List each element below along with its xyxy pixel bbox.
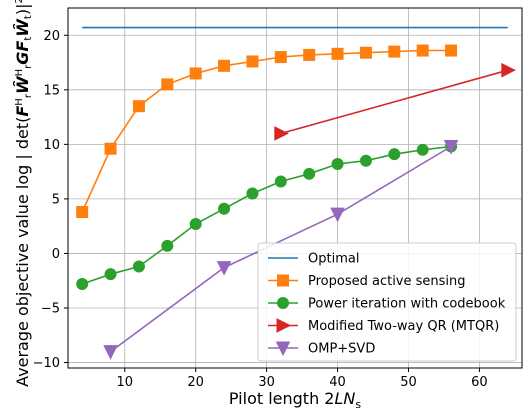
legend-box [257, 242, 517, 362]
y-tick-label: 5 [52, 192, 60, 207]
x-tick-label: 30 [258, 375, 275, 390]
series-modified-two-way-qr-mtqr [274, 62, 516, 141]
data-point [303, 48, 316, 61]
data-point [132, 100, 145, 113]
data-point [416, 44, 429, 57]
y-tick-label: 15 [43, 83, 60, 98]
data-point [443, 140, 459, 155]
data-point [132, 260, 145, 273]
legend-label: Proposed active sensing [308, 274, 466, 289]
ticks: 10 20 30 40 50 60 −10 −5 0 5 10 15 20 [33, 29, 488, 390]
data-point [388, 148, 401, 161]
x-tick-label: 20 [187, 375, 204, 390]
data-point [330, 207, 345, 223]
data-point [388, 45, 401, 58]
y-tick-label: −10 [33, 356, 60, 371]
data-point [331, 47, 344, 60]
legend-swatch-marker [277, 297, 289, 309]
y-tick-label: −5 [41, 302, 60, 317]
x-tick-label: 60 [471, 375, 488, 390]
data-point [303, 167, 316, 180]
legend-label: Modified Two-way QR (MTQR) [308, 319, 499, 334]
data-point [445, 44, 458, 57]
data-point [104, 268, 117, 281]
data-point [331, 158, 344, 170]
y-tick-label: 0 [52, 247, 60, 262]
data-point [189, 218, 202, 230]
data-point [218, 202, 231, 215]
data-point [274, 51, 287, 64]
series-proposed-active-sensing [76, 44, 458, 218]
series-line [280, 69, 509, 135]
x-tick-label: 50 [400, 375, 417, 390]
legend-label: Power iteration with codebook [308, 297, 506, 312]
data-point [189, 67, 202, 80]
data-point [359, 46, 372, 59]
legend-entry: Proposed active sensing [268, 274, 466, 289]
legend-label: OMP+SVD [308, 342, 375, 357]
series-line [110, 145, 452, 353]
series-layer [76, 26, 516, 360]
data-point [246, 55, 259, 68]
legend-swatch-marker [275, 341, 291, 357]
data-point [246, 187, 259, 200]
data-point [359, 154, 372, 167]
legend-entry: Power iteration with codebook [268, 297, 506, 312]
data-point [274, 126, 289, 141]
x-tick-label: 40 [329, 375, 346, 390]
data-point [218, 59, 231, 72]
data-point [216, 261, 232, 276]
y-axis-label: Average objective value log | det(FHrŴHr… [13, 0, 34, 387]
data-point [501, 62, 516, 78]
legend-swatch-marker [276, 318, 292, 333]
series-power-iteration-with-codebook [76, 140, 458, 290]
legend-entry: OMP+SVD [268, 341, 375, 357]
y-tick-label: 10 [43, 138, 60, 153]
x-tick-label: 10 [116, 375, 133, 390]
data-point [103, 345, 118, 360]
data-point [76, 278, 89, 290]
data-point [416, 143, 429, 156]
data-point [76, 206, 89, 218]
legend-swatch-marker [277, 274, 289, 287]
data-point [274, 175, 287, 188]
legend-entry: Optimal [268, 252, 359, 267]
data-point [161, 239, 174, 252]
legend-entry: Modified Two-way QR (MTQR) [268, 318, 499, 334]
legend-label: Optimal [308, 252, 359, 267]
plot-frame [67, 7, 523, 369]
grid [68, 8, 522, 368]
x-axis-label: Pilot length 2LNs [229, 389, 362, 411]
legend: Optimal Proposed active sensing Power iter… [257, 242, 517, 362]
series-omp-svd [103, 140, 459, 360]
data-point [161, 78, 174, 91]
y-tick-label: 20 [43, 29, 60, 44]
data-point [104, 142, 117, 155]
